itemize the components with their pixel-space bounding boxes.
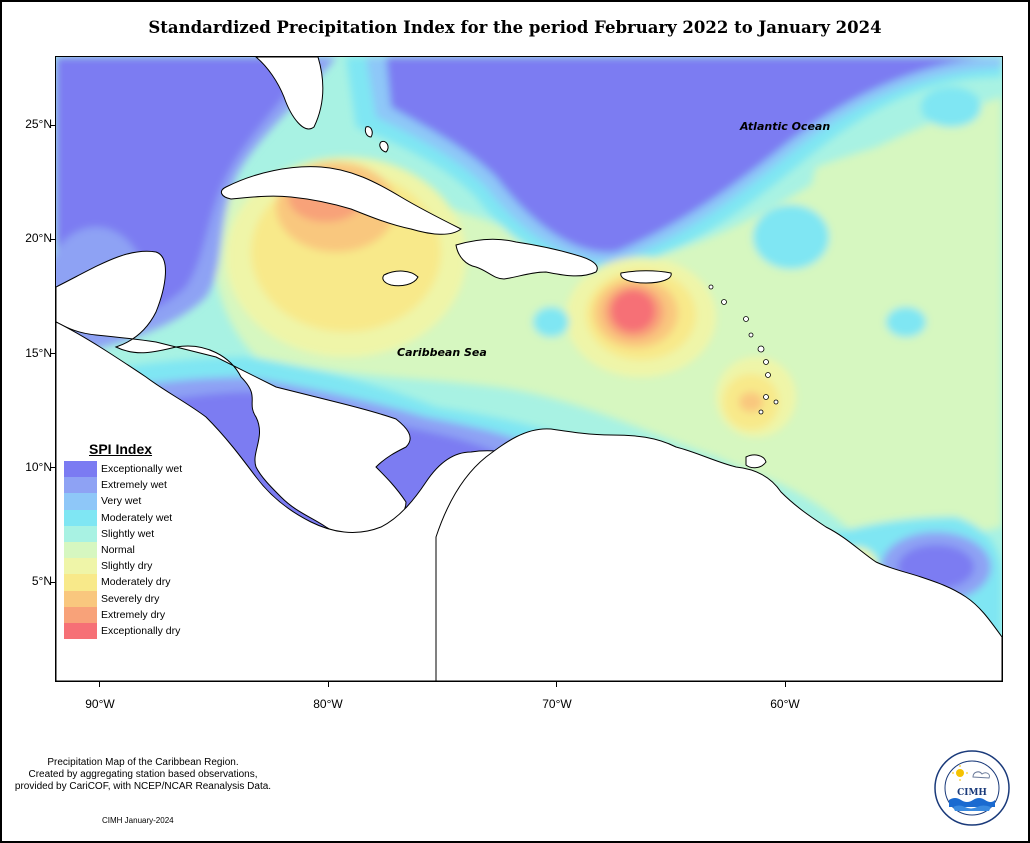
legend-item: Normal [64, 541, 244, 559]
date-stamp: CIMH January-2024 [102, 816, 174, 825]
legend-label: Normal [101, 544, 135, 557]
waves-icon [949, 798, 995, 811]
lat-tick-mark [50, 125, 55, 126]
lat-tick-mark [50, 353, 55, 354]
credits-line: provided by CariCOF, with NCEP/NCAR Rean… [14, 781, 272, 792]
legend-label: Exceptionally dry [101, 624, 181, 637]
legend-label: Exceptionally wet [101, 463, 183, 476]
atlantic-ocean-label: Atlantic Ocean [740, 120, 831, 133]
lon-tick-label: 70°W [542, 697, 572, 711]
lon-tick-mark [785, 681, 786, 687]
spi-map-canvas [56, 57, 1002, 681]
cimh-logo: CIMH [934, 750, 1010, 826]
legend-swatch [64, 525, 97, 542]
legend-item: Slightly dry [64, 558, 244, 575]
legend-item: Extremely wet [64, 477, 244, 494]
credits-line: Precipitation Map of the Caribbean Regio… [47, 757, 239, 768]
legend-swatch [64, 493, 97, 510]
legend-item: Exceptionally wet [64, 461, 244, 478]
land [56, 57, 1002, 681]
legend-title: SPI Index [89, 441, 153, 457]
lon-tick-mark [328, 681, 329, 687]
lat-tick-mark [50, 467, 55, 468]
spi-legend: SPI Index Exceptionally wet Extremely we… [64, 441, 244, 640]
lat-tick-label: 20°N [25, 231, 52, 245]
legend-item: Moderately dry [64, 574, 244, 591]
legend-swatch [64, 590, 97, 607]
legend-label: Severely dry [101, 592, 160, 605]
cloud-icon [972, 771, 990, 779]
lesser-antilles [708, 284, 779, 415]
sun-icon [956, 769, 964, 777]
legend-swatch [64, 477, 97, 494]
lon-tick-label: 80°W [313, 697, 343, 711]
legend-label: Extremely dry [101, 608, 166, 621]
lat-tick-mark [50, 582, 55, 583]
legend-item: Severely dry [64, 590, 244, 607]
caribbean-sea-label: Caribbean Sea [397, 346, 487, 359]
lon-tick-label: 60°W [770, 697, 800, 711]
lon-tick-mark [556, 681, 557, 687]
map-title: Standardized Precipitation Index for the… [148, 18, 882, 37]
legend-swatch [64, 606, 97, 623]
legend-label: Slightly wet [101, 527, 155, 540]
spi-map [55, 56, 1003, 682]
logo-text: CIMH [957, 788, 987, 798]
lon-tick-mark [99, 681, 100, 687]
legend-swatch [64, 461, 97, 478]
legend-swatch [64, 541, 97, 559]
legend-swatch [64, 574, 97, 591]
lat-tick-label: 5°N [31, 574, 52, 588]
credits-text: Precipitation Map of the Caribbean Regio… [8, 757, 278, 793]
legend-item: Very wet [64, 493, 244, 510]
legend-swatch [64, 558, 97, 575]
credits-line: Created by aggregating station based obs… [28, 769, 258, 780]
legend-label: Moderately dry [101, 576, 171, 589]
lat-tick-label: 15°N [25, 346, 52, 360]
lat-tick-label: 10°N [25, 460, 52, 474]
legend-swatch [64, 509, 97, 526]
lat-tick-mark [50, 239, 55, 240]
lon-tick-label: 90°W [85, 697, 115, 711]
legend-item: Slightly wet [64, 525, 244, 542]
legend-item: Exceptionally dry [64, 622, 244, 640]
legend-label: Very wet [101, 495, 142, 508]
legend-label: Extremely wet [101, 479, 167, 492]
legend-label: Slightly dry [101, 560, 153, 573]
legend-item: Moderately wet [64, 509, 244, 526]
legend-item: Extremely dry [64, 606, 244, 623]
legend-swatch [64, 622, 97, 640]
legend-label: Moderately wet [101, 511, 173, 524]
lat-tick-label: 25°N [25, 117, 52, 131]
